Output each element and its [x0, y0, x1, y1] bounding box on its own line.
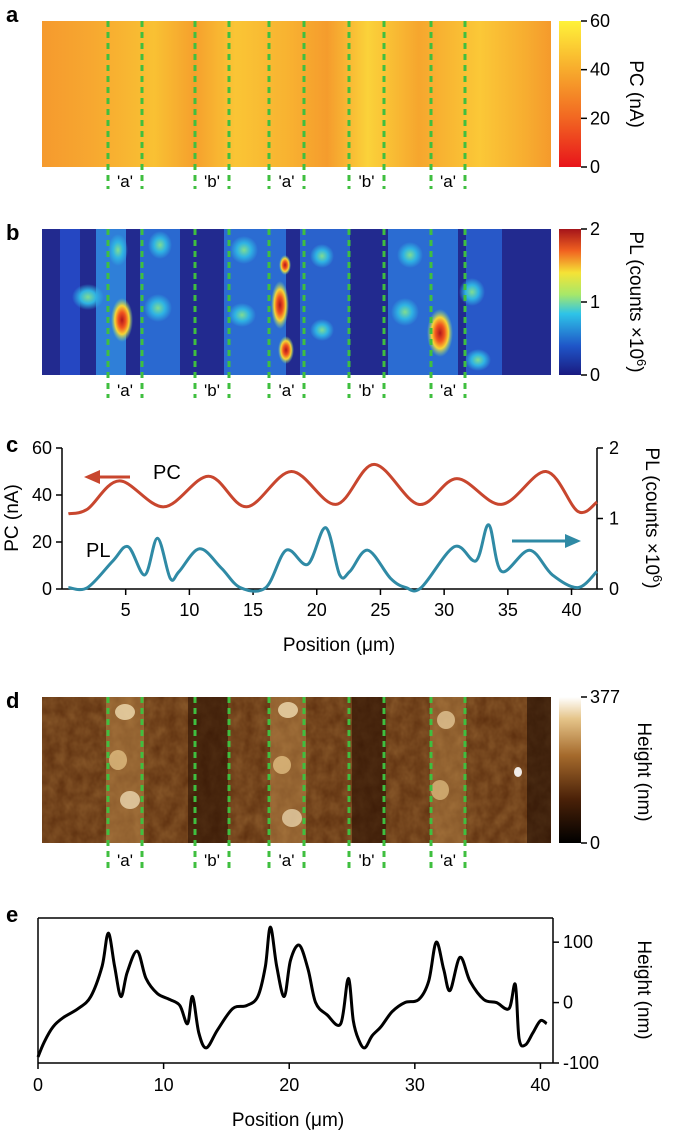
pc-colorbar: [559, 21, 581, 167]
c-x-tick-label: 30: [434, 600, 454, 620]
panel-b: b 'a''b''a''b: [6, 219, 650, 400]
c-left-tick-label: 0: [42, 579, 52, 599]
region-label: 'a': [279, 172, 295, 191]
panel-label-b: b: [6, 220, 19, 245]
e-right-tick-label: -100: [563, 1053, 599, 1073]
region-label: 'a': [117, 172, 133, 191]
region-label: 'b': [204, 172, 220, 191]
panel-label-e: e: [6, 902, 18, 927]
c-x-tick-label: 15: [243, 600, 263, 620]
colorbar-tick-label: 0: [590, 157, 600, 177]
guides-d: 'a' 'b' 'a' 'b' 'a': [106, 697, 467, 870]
e-x-tick-label: 30: [405, 1075, 425, 1095]
colorbar-tick-label: 60: [590, 11, 610, 31]
region-label: 'b': [359, 381, 375, 400]
colorbar-tick-label: 0: [590, 833, 600, 853]
pl-colorbar-ticks: 0 1 2: [581, 219, 600, 385]
e-right-tick-label: 100: [563, 932, 593, 952]
guides-b: 'a' 'b' 'a' 'b' 'a': [106, 229, 467, 400]
c-x-tick-label: 25: [370, 600, 390, 620]
pl-map-texture: [60, 229, 502, 375]
e-x-tick-label: 40: [530, 1075, 550, 1095]
region-label: 'a': [117, 851, 133, 870]
c-x-tick-label: 20: [307, 600, 327, 620]
c-x-tick-label: 10: [179, 600, 199, 620]
c-right-tick-label: 0: [609, 579, 619, 599]
height-map-texture: [42, 697, 551, 843]
height-series-line: [36, 925, 548, 1058]
pl-series-line: [68, 523, 599, 593]
c-left-tick-label: 60: [32, 438, 52, 458]
region-label: 'a': [440, 172, 456, 191]
c-left-tick-label: 40: [32, 485, 52, 505]
guides-a: 'a' 'b' 'a' 'b' 'a': [106, 21, 467, 191]
c-x-tick-label: 35: [498, 600, 518, 620]
panel-a: a 'a' 'b' 'a' 'b' 'a' 0 20 40 60 PC (nA): [6, 2, 646, 191]
region-label: 'b': [204, 851, 220, 870]
colorbar-tick-label: 0: [590, 365, 600, 385]
c-left-tick-label: 20: [32, 532, 52, 552]
panel-label-a: a: [6, 2, 19, 27]
region-label: 'b': [204, 381, 220, 400]
pc-series-line: [68, 462, 598, 516]
pc-colorbar-ticks: 0 20 40 60: [581, 11, 610, 177]
colorbar-tick-label: 2: [590, 219, 600, 239]
e-right-tick-label: 0: [563, 993, 573, 1013]
c-right-tick-label: 1: [609, 509, 619, 529]
e-ticks: 0 10 20 30 40 -100 0 100: [33, 932, 599, 1095]
region-label: 'a': [117, 381, 133, 400]
region-label: 'b': [359, 851, 375, 870]
panel-d: d 'a' 'b' 'a' 'b' 'a' 0 377 Height (nm): [6, 687, 654, 870]
c-x-axis-label: Position (μm): [283, 635, 395, 656]
c-left-axis-label: PC (nA): [2, 484, 23, 552]
colorbar-tick-label: 377: [590, 687, 620, 707]
c-x-tick-label: 5: [121, 600, 131, 620]
c-right-axis-label: PL (counts ×106): [641, 447, 666, 588]
colorbar-tick-label: 20: [590, 108, 610, 128]
e-x-tick-label: 10: [154, 1075, 174, 1095]
panel-c: c 5 10 15 20 25 30 35 40 0 20 40 60 0 1 2 PC (nA) PL (…: [2, 432, 666, 656]
panel-label-c: c: [6, 432, 18, 457]
e-x-axis-label: Position (μm): [232, 1110, 344, 1131]
height-colorbar-ticks: 0 377: [581, 687, 620, 853]
height-colorbar-label: Height (nm): [633, 722, 654, 821]
pl-annotation: PL: [86, 540, 110, 562]
e-x-tick-label: 0: [33, 1075, 43, 1095]
colorbar-tick-label: 1: [590, 292, 600, 312]
c-right-tick-label: 2: [609, 438, 619, 458]
c-x-tick-label: 40: [562, 600, 582, 620]
height-colorbar: [559, 697, 581, 843]
region-label: 'a': [279, 381, 295, 400]
region-label: 'b': [359, 172, 375, 191]
pc-annotation: PC: [153, 462, 181, 484]
region-label: 'a': [440, 851, 456, 870]
pc-colorbar-label: PC (nA): [625, 60, 646, 128]
panel-label-d: d: [6, 688, 19, 713]
pc-axis-arrow: [84, 470, 130, 484]
e-right-axis-label: Height (nm): [633, 940, 654, 1039]
pl-colorbar-label: PL (counts ×106): [625, 231, 650, 372]
panel-e: e 0 10 20 30 40 -100 0 100 Height (nm) Position…: [6, 902, 654, 1131]
c-ticks: 5 10 15 20 25 30 35 40 0 20 40 60 0 1 2: [32, 438, 619, 620]
pl-axis-arrow: [512, 534, 581, 548]
pc-map: [42, 21, 551, 167]
colorbar-tick-label: 40: [590, 60, 610, 80]
region-label: 'a': [279, 851, 295, 870]
region-label: 'a': [440, 381, 456, 400]
e-x-tick-label: 20: [279, 1075, 299, 1095]
pl-colorbar: [559, 229, 581, 375]
